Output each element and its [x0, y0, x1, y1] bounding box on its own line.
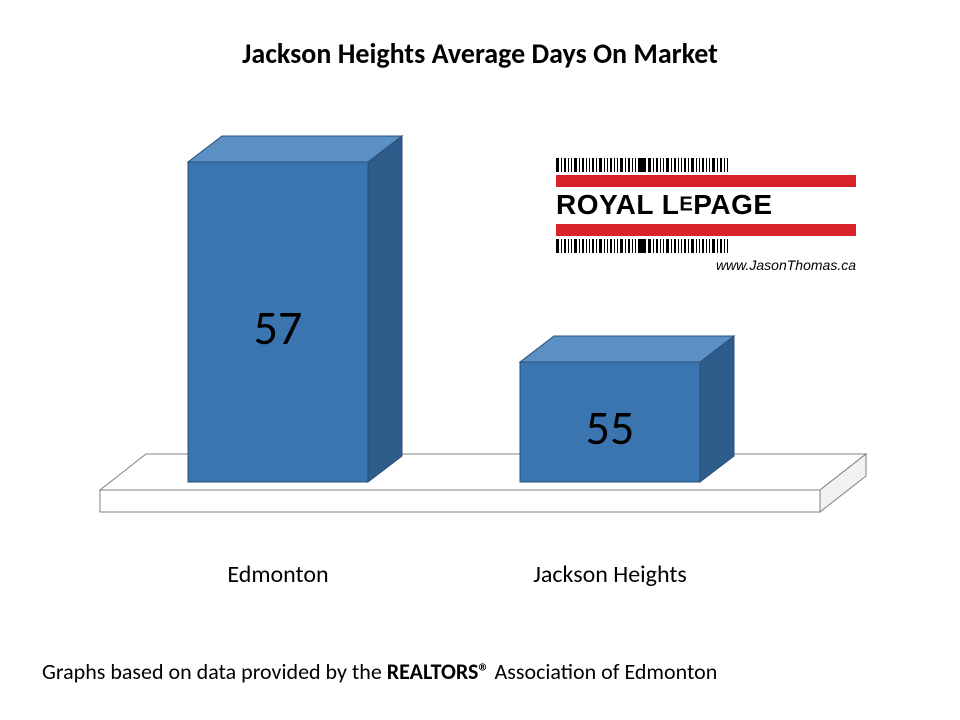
category-label: Edmonton [158, 560, 398, 589]
footer-text: Graphs based on data provided by the REA… [0, 658, 960, 685]
footer-prefix: Graphs based on data provided by the [42, 658, 387, 685]
footer-bold: REALTORS® [387, 658, 490, 685]
category-label: Jackson Heights [490, 560, 730, 589]
bar-jackson-heights: 55 [0, 0, 960, 720]
bar-value-label: 55 [520, 398, 700, 457]
footer-suffix: Association of Edmonton [490, 658, 718, 685]
chart-stage: Jackson Heights Average Days On Market R… [0, 0, 960, 720]
